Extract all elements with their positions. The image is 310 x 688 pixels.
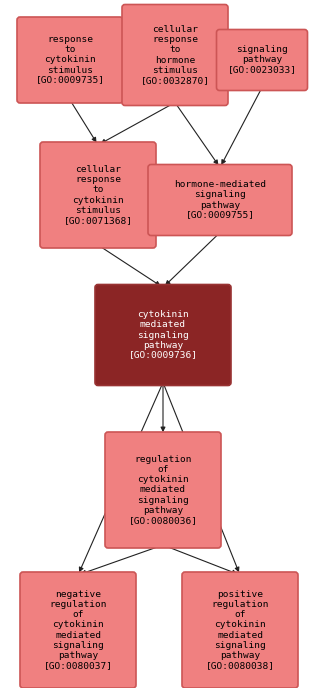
Text: signaling
pathway
[GO:0023033]: signaling pathway [GO:0023033]: [228, 45, 296, 74]
FancyBboxPatch shape: [95, 285, 231, 385]
FancyBboxPatch shape: [17, 17, 123, 103]
FancyBboxPatch shape: [182, 572, 298, 688]
Text: hormone-mediated
signaling
pathway
[GO:0009755]: hormone-mediated signaling pathway [GO:0…: [174, 180, 266, 219]
Text: regulation
of
cytokinin
mediated
signaling
pathway
[GO:0080036]: regulation of cytokinin mediated signali…: [129, 455, 197, 525]
Text: cytokinin
mediated
signaling
pathway
[GO:0009736]: cytokinin mediated signaling pathway [GO…: [129, 310, 197, 360]
Text: negative
regulation
of
cytokinin
mediated
signaling
pathway
[GO:0080037]: negative regulation of cytokinin mediate…: [43, 590, 113, 669]
FancyBboxPatch shape: [20, 572, 136, 688]
FancyBboxPatch shape: [122, 5, 228, 105]
Text: positive
regulation
of
cytokinin
mediated
signaling
pathway
[GO:0080038]: positive regulation of cytokinin mediate…: [206, 590, 274, 669]
FancyBboxPatch shape: [105, 432, 221, 548]
FancyBboxPatch shape: [216, 30, 308, 91]
Text: cellular
response
to
cytokinin
stimulus
[GO:0071368]: cellular response to cytokinin stimulus …: [64, 165, 132, 224]
FancyBboxPatch shape: [40, 142, 156, 248]
Text: cellular
response
to
hormone
stimulus
[GO:0032870]: cellular response to hormone stimulus [G…: [140, 25, 210, 85]
FancyBboxPatch shape: [148, 164, 292, 235]
Text: response
to
cytokinin
stimulus
[GO:0009735]: response to cytokinin stimulus [GO:00097…: [36, 35, 104, 85]
